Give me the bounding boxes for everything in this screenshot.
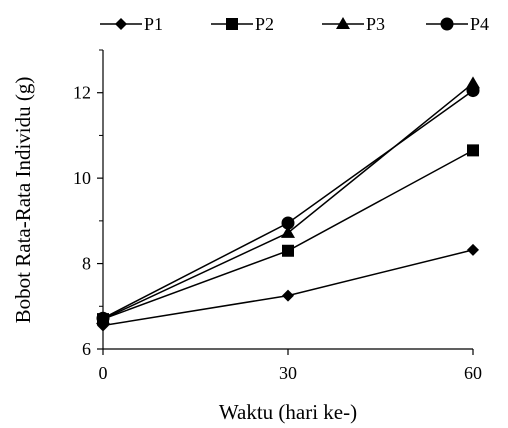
- x-tick-label: 0: [99, 363, 108, 383]
- data-point-p4: [96, 311, 110, 325]
- series-line-p3: [102, 82, 474, 320]
- legend-marker-p4: [440, 17, 454, 31]
- legend-label-p1: P1: [144, 14, 163, 34]
- series-line-p1: [102, 249, 474, 327]
- y-axis-label: Bobot Rata-Rata Individu (g): [11, 77, 35, 324]
- data-point-p2: [282, 244, 294, 257]
- legend-label-p2: P2: [255, 14, 274, 34]
- y-tick-label: 8: [82, 254, 91, 274]
- series-group: [96, 76, 480, 332]
- legend-marker-p3: [336, 17, 350, 29]
- legend: P1 P2 P3 P4: [100, 14, 489, 34]
- legend-marker-p2: [226, 18, 238, 30]
- data-point-p4: [466, 84, 480, 98]
- y-tick-label: 6: [82, 339, 91, 359]
- x-tick-label: 60: [464, 363, 482, 383]
- data-point-p1: [467, 243, 479, 256]
- series-line-p4: [102, 89, 474, 319]
- data-point-p3: [281, 225, 295, 238]
- y-tick-label: 10: [73, 168, 91, 188]
- data-point-p1: [282, 289, 294, 302]
- x-tick-label: 30: [279, 363, 297, 383]
- x-axis-label: Waktu (hari ke-): [219, 400, 357, 424]
- y-tick-label: 12: [73, 83, 91, 103]
- legend-marker-p1: [115, 18, 127, 30]
- axes: [102, 50, 473, 350]
- legend-label-p4: P4: [470, 14, 489, 34]
- data-point-p4: [281, 216, 295, 230]
- ticks: 6 8 10 12 0 30 60: [73, 49, 482, 383]
- legend-label-p3: P3: [366, 14, 385, 34]
- data-point-p2: [467, 144, 479, 157]
